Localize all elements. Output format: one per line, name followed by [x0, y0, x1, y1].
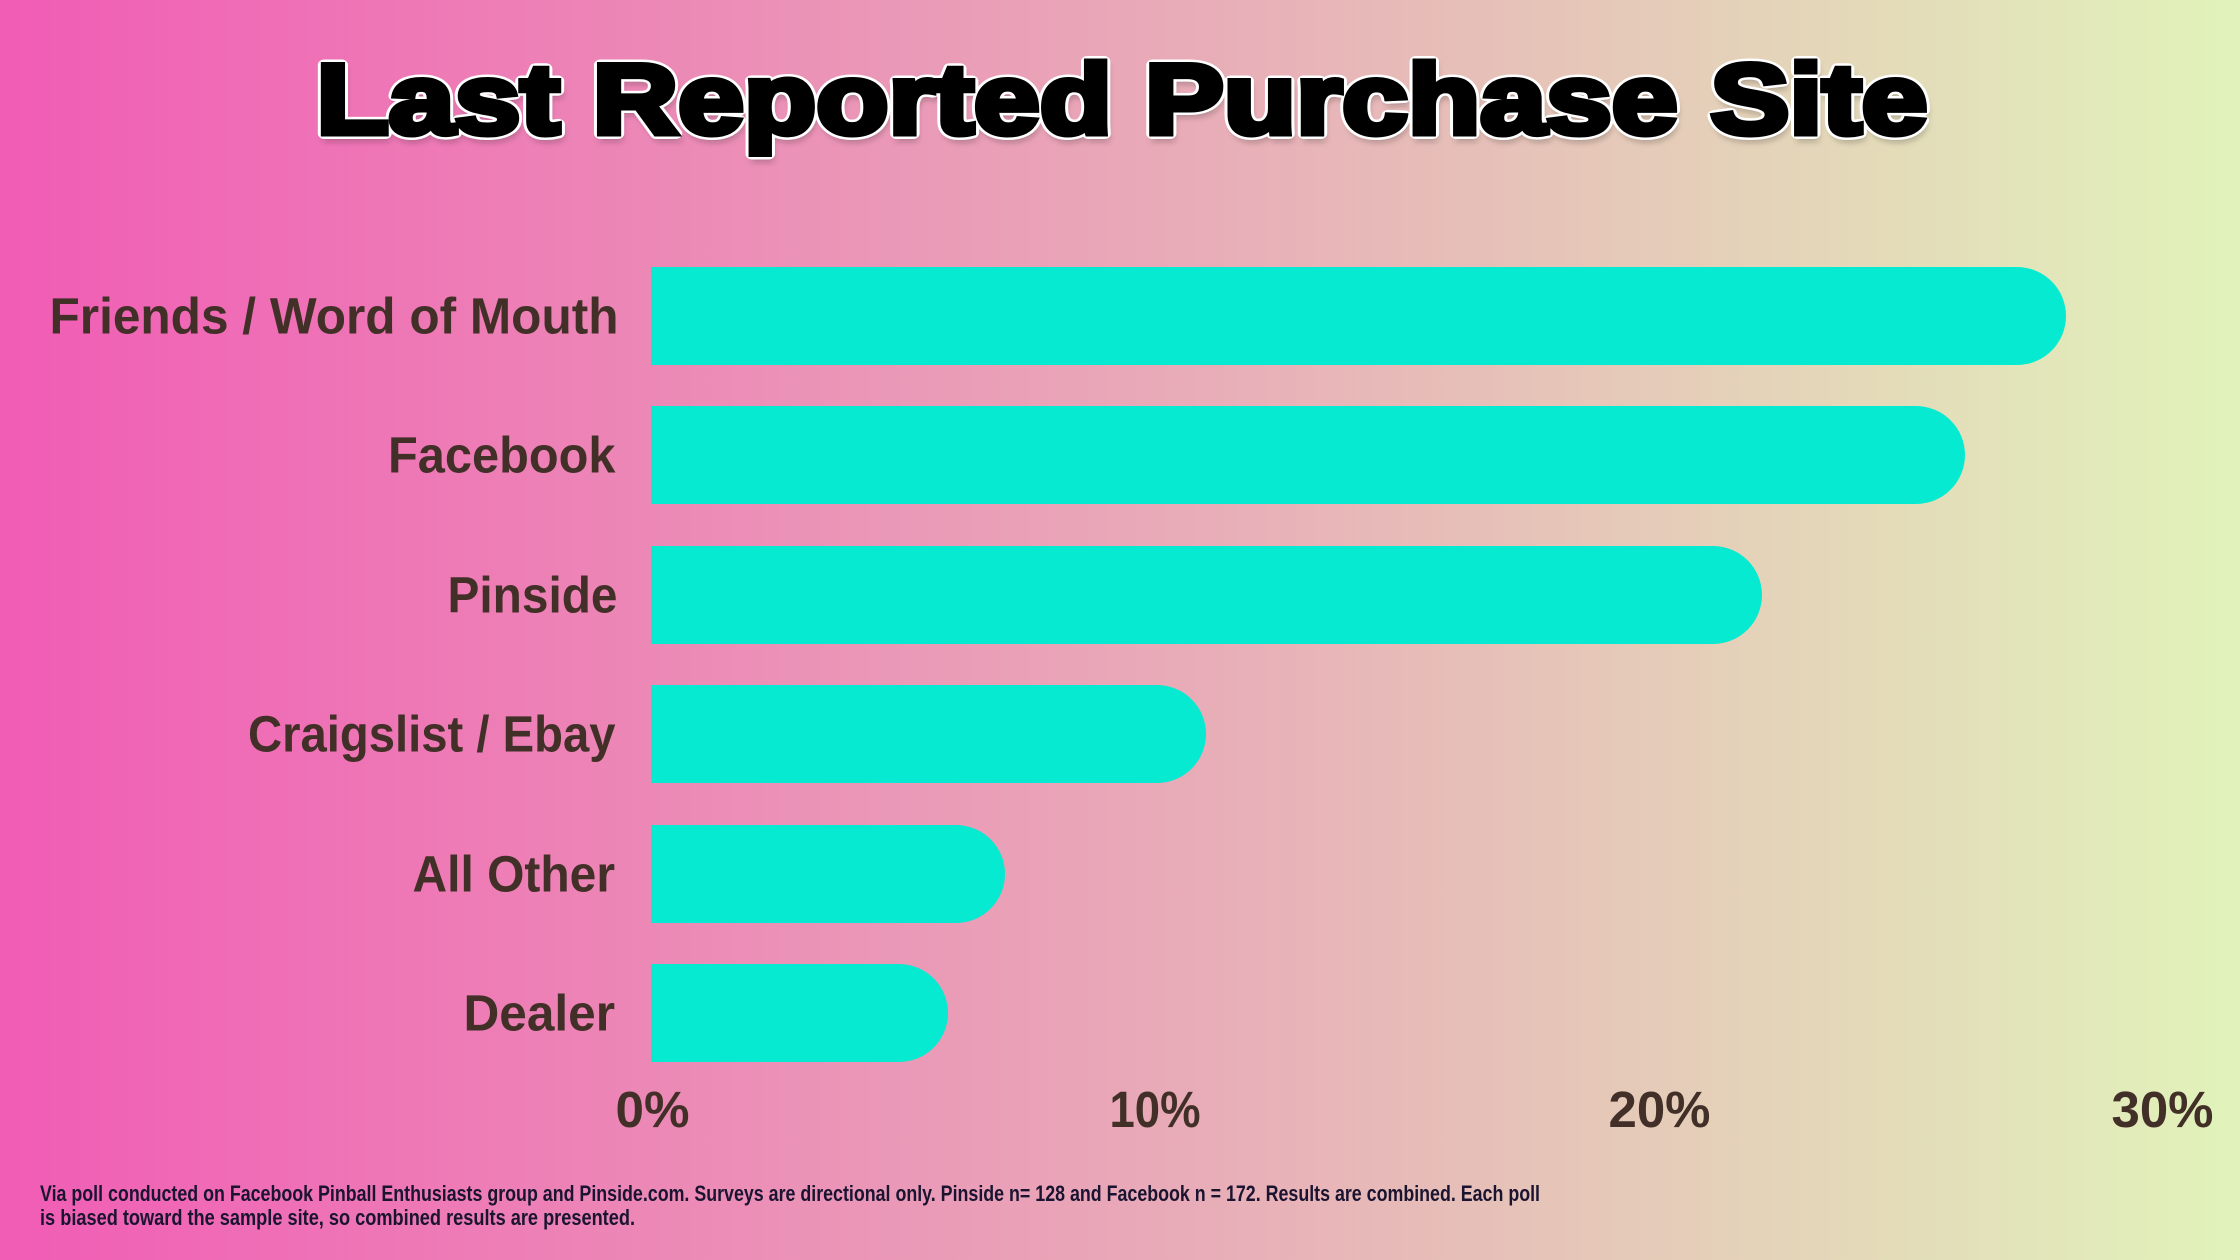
- svg-text:Last Reported Purchase Site: Last Reported Purchase Site: [317, 44, 1928, 155]
- svg-text:Friends / Word of Mouth: Friends / Word of Mouth: [50, 288, 619, 345]
- svg-text:Pinside: Pinside: [448, 567, 618, 624]
- svg-text:30%: 30%: [2112, 1081, 2214, 1138]
- svg-text:10%: 10%: [1110, 1081, 1201, 1138]
- svg-text:20%: 20%: [1609, 1081, 1711, 1138]
- svg-text:is biased toward the sample si: is biased toward the sample site, so com…: [40, 1205, 635, 1230]
- svg-text:Facebook: Facebook: [388, 427, 616, 484]
- svg-text:Last Reported Purchase Site: Last Reported Purchase Site: [317, 44, 1928, 155]
- svg-text:0%: 0%: [616, 1081, 690, 1138]
- svg-text:All Other: All Other: [413, 846, 616, 903]
- svg-text:Dealer: Dealer: [464, 985, 616, 1042]
- svg-text:Via poll conducted on Facebook: Via poll conducted on Facebook Pinball E…: [40, 1181, 1540, 1206]
- svg-text:Craigslist / Ebay: Craigslist / Ebay: [248, 706, 616, 763]
- svg-text:Last Reported Purchase Site: Last Reported Purchase Site: [319, 49, 1930, 160]
